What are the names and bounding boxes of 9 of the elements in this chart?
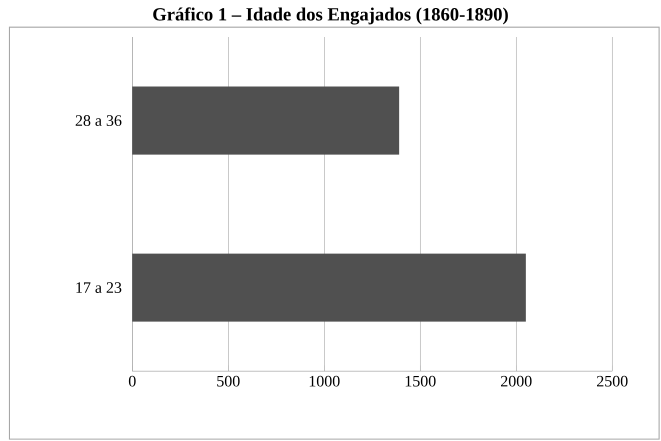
y-tick-label: 17 a 23 <box>76 282 122 293</box>
x-tick-label: 2500 <box>597 376 628 387</box>
x-tick-label: 500 <box>217 376 240 387</box>
x-tick-label: 2000 <box>501 376 532 387</box>
x-tick-label: 0 <box>128 376 136 387</box>
x-tick-label: 1500 <box>406 376 436 387</box>
y-tick-label: 28 a 36 <box>76 115 122 126</box>
chart-title: Gráfico 1 – Idade dos Engajados (1860-1890) <box>153 7 508 25</box>
x-tick-label: 1000 <box>310 376 340 387</box>
